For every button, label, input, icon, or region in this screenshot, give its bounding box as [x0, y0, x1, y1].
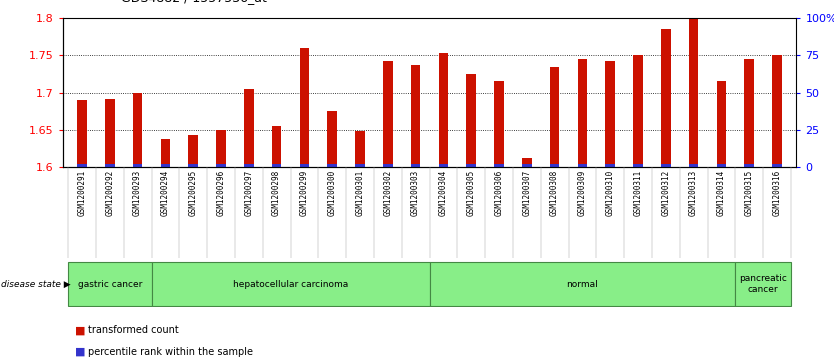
Bar — [77, 100, 87, 167]
Bar — [661, 29, 671, 167]
Text: GSM1200306: GSM1200306 — [495, 170, 504, 216]
Text: GSM1200293: GSM1200293 — [133, 170, 142, 216]
Text: GSM1200316: GSM1200316 — [772, 170, 781, 216]
Bar — [550, 164, 560, 167]
Bar — [410, 164, 420, 167]
Bar — [77, 164, 87, 167]
Bar — [430, 262, 736, 306]
Bar — [299, 48, 309, 167]
Bar — [605, 164, 615, 167]
Bar — [355, 164, 364, 167]
Text: GSM1200303: GSM1200303 — [411, 170, 420, 216]
Bar — [772, 56, 781, 167]
Text: GDS4882 / 1557536_at: GDS4882 / 1557536_at — [121, 0, 267, 4]
Bar — [466, 164, 476, 167]
Text: GSM1200314: GSM1200314 — [717, 170, 726, 216]
Bar — [133, 164, 143, 167]
Bar — [605, 61, 615, 167]
Bar — [494, 164, 504, 167]
Bar — [550, 66, 560, 167]
Text: GSM1200315: GSM1200315 — [745, 170, 754, 216]
Text: disease state ▶: disease state ▶ — [1, 280, 70, 289]
Bar — [494, 81, 504, 167]
Text: GSM1200313: GSM1200313 — [689, 170, 698, 216]
Bar — [522, 164, 532, 167]
Bar — [716, 164, 726, 167]
Bar — [744, 164, 754, 167]
Bar — [216, 130, 226, 167]
Text: percentile rank within the sample: percentile rank within the sample — [88, 347, 253, 357]
Text: GSM1200294: GSM1200294 — [161, 170, 170, 216]
Text: transformed count: transformed count — [88, 325, 178, 335]
Bar — [244, 164, 254, 167]
Text: pancreatic
cancer: pancreatic cancer — [739, 274, 787, 294]
Bar — [272, 164, 282, 167]
Bar — [633, 56, 643, 167]
Text: ■: ■ — [75, 325, 86, 335]
Bar — [188, 135, 198, 167]
Bar — [383, 164, 393, 167]
Bar — [577, 59, 587, 167]
Bar — [299, 164, 309, 167]
Text: GSM1200297: GSM1200297 — [244, 170, 254, 216]
Bar — [327, 111, 337, 167]
Text: ■: ■ — [75, 347, 86, 357]
Text: GSM1200302: GSM1200302 — [384, 170, 392, 216]
Bar — [689, 164, 699, 167]
Bar — [716, 81, 726, 167]
Text: GSM1200310: GSM1200310 — [605, 170, 615, 216]
Text: normal: normal — [566, 280, 598, 289]
Bar — [272, 126, 282, 167]
Text: GSM1200311: GSM1200311 — [634, 170, 642, 216]
Bar — [105, 98, 114, 167]
Text: GSM1200305: GSM1200305 — [467, 170, 475, 216]
Text: GSM1200312: GSM1200312 — [661, 170, 671, 216]
Bar — [160, 164, 170, 167]
Bar — [327, 164, 337, 167]
Text: GSM1200309: GSM1200309 — [578, 170, 587, 216]
Text: GSM1200307: GSM1200307 — [522, 170, 531, 216]
Bar — [439, 164, 449, 167]
Text: gastric cancer: gastric cancer — [78, 280, 142, 289]
Bar — [160, 139, 170, 167]
Bar — [244, 89, 254, 167]
Text: GSM1200308: GSM1200308 — [550, 170, 559, 216]
Text: GSM1200304: GSM1200304 — [439, 170, 448, 216]
Bar — [133, 93, 143, 167]
Bar — [661, 164, 671, 167]
Text: GSM1200298: GSM1200298 — [272, 170, 281, 216]
Bar — [410, 65, 420, 167]
Text: GSM1200295: GSM1200295 — [188, 170, 198, 216]
Bar — [466, 74, 476, 167]
Bar — [439, 53, 449, 167]
Text: GSM1200292: GSM1200292 — [105, 170, 114, 216]
Bar — [736, 262, 791, 306]
Text: GSM1200291: GSM1200291 — [78, 170, 87, 216]
Bar — [68, 262, 152, 306]
Bar — [744, 59, 754, 167]
Text: GSM1200300: GSM1200300 — [328, 170, 337, 216]
Bar — [152, 262, 430, 306]
Bar — [383, 61, 393, 167]
Bar — [633, 164, 643, 167]
Bar — [772, 164, 781, 167]
Text: GSM1200299: GSM1200299 — [300, 170, 309, 216]
Bar — [105, 164, 114, 167]
Text: hepatocellular carcinoma: hepatocellular carcinoma — [233, 280, 348, 289]
Bar — [188, 164, 198, 167]
Text: GSM1200301: GSM1200301 — [355, 170, 364, 216]
Bar — [216, 164, 226, 167]
Text: GSM1200296: GSM1200296 — [217, 170, 225, 216]
Bar — [689, 18, 699, 167]
Bar — [522, 158, 532, 167]
Bar — [577, 164, 587, 167]
Bar — [355, 131, 364, 167]
